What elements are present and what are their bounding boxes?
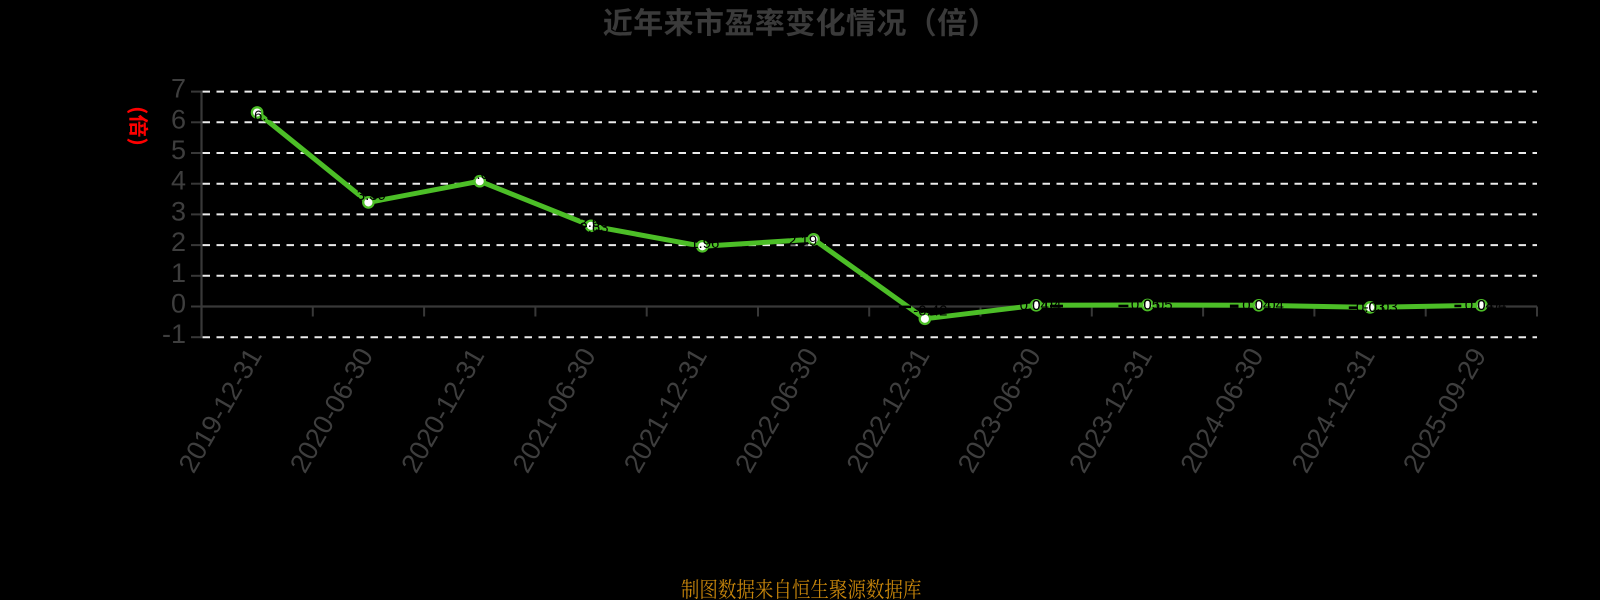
- svg-text:0: 0: [171, 289, 186, 319]
- svg-text:2.63: 2.63: [579, 219, 608, 236]
- svg-text:0.04: 0.04: [1020, 297, 1049, 314]
- svg-text:4.08: 4.08: [468, 166, 497, 183]
- svg-text:4: 4: [171, 166, 186, 196]
- svg-text:2024-06-30: 2024-06-30: [1174, 343, 1269, 478]
- svg-text:7: 7: [171, 74, 186, 104]
- svg-text:3.39: 3.39: [357, 187, 386, 204]
- svg-text:0.05: 0.05: [1131, 297, 1160, 314]
- svg-text:-0.03: -0.03: [1363, 299, 1397, 316]
- svg-text:0.04: 0.04: [1255, 297, 1284, 314]
- svg-text:2023-06-30: 2023-06-30: [952, 343, 1047, 478]
- svg-text:-0.42: -0.42: [913, 303, 947, 320]
- svg-text:2.63: 2.63: [579, 214, 608, 231]
- svg-text:2020-06-30: 2020-06-30: [284, 343, 379, 478]
- svg-text:2025-09-29: 2025-09-29: [1397, 343, 1492, 478]
- svg-text:0.04: 0.04: [1465, 297, 1494, 314]
- svg-text:2021-06-30: 2021-06-30: [507, 343, 602, 478]
- svg-text:2.19: 2.19: [788, 232, 817, 249]
- svg-text:2022-12-31: 2022-12-31: [841, 343, 936, 478]
- svg-text:1: 1: [171, 258, 186, 288]
- svg-text:-1: -1: [162, 319, 186, 349]
- svg-text:0.04: 0.04: [1242, 297, 1271, 314]
- svg-text:6: 6: [171, 104, 186, 134]
- svg-text:5: 5: [171, 135, 186, 165]
- svg-text:0.04: 0.04: [1477, 297, 1506, 314]
- svg-text:2019-12-31: 2019-12-31: [173, 343, 268, 478]
- svg-text:2022-06-30: 2022-06-30: [729, 343, 824, 478]
- svg-text:0.04: 0.04: [1032, 297, 1061, 314]
- svg-text:2: 2: [171, 227, 186, 257]
- svg-text:3: 3: [171, 196, 186, 226]
- svg-text:6.32: 6.32: [254, 108, 283, 125]
- svg-text:0.05: 0.05: [1143, 297, 1172, 314]
- svg-text:2020-12-31: 2020-12-31: [395, 343, 490, 478]
- svg-text:2023-12-31: 2023-12-31: [1063, 343, 1158, 478]
- svg-text:2021-12-31: 2021-12-31: [618, 343, 713, 478]
- svg-text:2024-12-31: 2024-12-31: [1286, 343, 1381, 478]
- svg-text:1.96: 1.96: [690, 235, 719, 252]
- svg-text:-0.03: -0.03: [1351, 299, 1385, 316]
